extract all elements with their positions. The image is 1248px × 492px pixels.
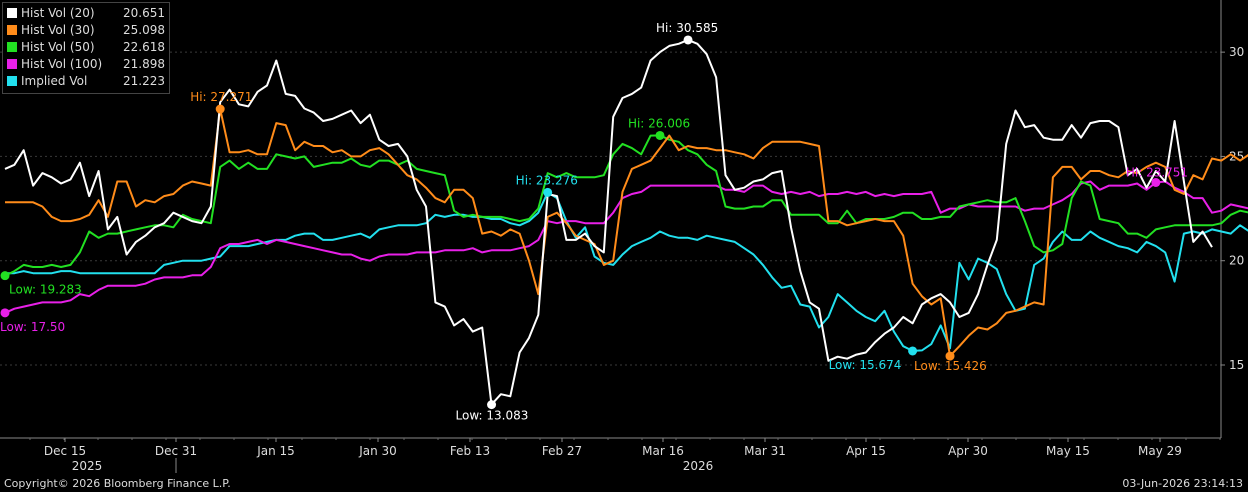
series-line-4 (5, 191, 1248, 352)
x-tick-label: Dec 31 (155, 444, 197, 458)
legend-swatch-hv20 (7, 7, 17, 18)
legend-value: 20.651 (123, 5, 165, 20)
legend-swatch-implied (7, 75, 17, 86)
legend-label: Hist Vol (30) (21, 22, 95, 37)
annotation-dot (1151, 177, 1161, 187)
annotation-dot (487, 400, 497, 410)
x-tick-label: Mar 16 (642, 444, 684, 458)
x-tick-label: Apr 30 (948, 444, 988, 458)
series-line-0 (4, 38, 1213, 406)
series-line-2 (4, 134, 1248, 277)
annotation-label: Hi: 26.006 (628, 116, 690, 130)
x-tick-label: Jan 30 (358, 444, 397, 458)
legend-label: Hist Vol (20) (21, 5, 95, 20)
legend-swatch-hv100 (7, 58, 17, 69)
legend-item-hv50: Hist Vol (50) 22.618 (7, 38, 169, 55)
x-tick-label: May 29 (1138, 444, 1182, 458)
annotation-label: Low: 17.50 (0, 320, 65, 334)
legend-value: 22.618 (123, 39, 165, 54)
legend-label: Hist Vol (100) (21, 56, 103, 71)
x-tick-label: Mar 31 (744, 444, 786, 458)
legend: Hist Vol (20) 20.651 Hist Vol (30) 25.09… (2, 2, 170, 94)
series-line-1 (5, 108, 1248, 358)
x-tick-label: Feb 27 (542, 444, 582, 458)
legend-swatch-hv30 (7, 24, 17, 35)
series-line-3 (4, 180, 1248, 314)
annotation-dot (543, 187, 553, 197)
legend-item-hv30: Hist Vol (30) 25.098 (7, 21, 169, 38)
year-label: 2025 (72, 459, 103, 473)
annotation-markers: Hi: 30.585 Low: 13.083 Hi: 27.271 Low: 15.4… (0, 21, 1188, 423)
annotation-dot (908, 346, 918, 356)
x-tick-label: Feb 13 (450, 444, 490, 458)
year-label: 2026 (683, 459, 714, 473)
x-tick-label: Dec 15 (44, 444, 86, 458)
annotation-label: Hi: 27.271 (190, 90, 252, 104)
annotation-dot (683, 35, 693, 45)
legend-value: 25.098 (123, 22, 165, 37)
series-lines (4, 38, 1248, 406)
annotation-label: Low: 13.083 (456, 409, 529, 423)
annotation-label: Hi: 23.751 (1126, 165, 1188, 179)
legend-label: Hist Vol (50) (21, 39, 95, 54)
y-tick-label: 20 (1229, 254, 1244, 268)
timestamp-text: 03-Jun-2026 23:14:13 (1122, 477, 1243, 490)
copyright-text: Copyright© 2026 Bloomberg Finance L.P. (4, 477, 231, 490)
x-tick-label: May 15 (1046, 444, 1090, 458)
y-tick-label: 30 (1229, 45, 1244, 59)
y-tick-label: 25 (1229, 149, 1244, 163)
annotation-label: Hi: 23.276 (516, 173, 578, 187)
annotation-label: Low: 19.283 (9, 283, 82, 297)
annotation-dot (655, 130, 665, 140)
annotation-dot (0, 271, 10, 281)
x-tick-label: Jan 15 (256, 444, 295, 458)
x-tick-label: Apr 15 (846, 444, 886, 458)
annotation-dot (945, 351, 955, 361)
legend-value: 21.898 (123, 56, 165, 71)
y-tick-label: 15 (1229, 358, 1244, 372)
annotation-label: Low: 15.426 (914, 359, 987, 373)
annotation-dot (0, 308, 10, 318)
annotation-label: Hi: 30.585 (656, 21, 718, 35)
legend-item-hv100: Hist Vol (100) 21.898 (7, 55, 169, 72)
legend-label: Implied Vol (21, 73, 88, 88)
legend-value: 21.223 (123, 73, 165, 88)
annotation-dot (215, 104, 225, 114)
legend-swatch-hv50 (7, 41, 17, 52)
legend-item-implied: Implied Vol 21.223 (7, 72, 169, 89)
annotation-label: Low: 15.674 (829, 358, 902, 372)
legend-item-hv20: Hist Vol (20) 20.651 (7, 4, 169, 21)
